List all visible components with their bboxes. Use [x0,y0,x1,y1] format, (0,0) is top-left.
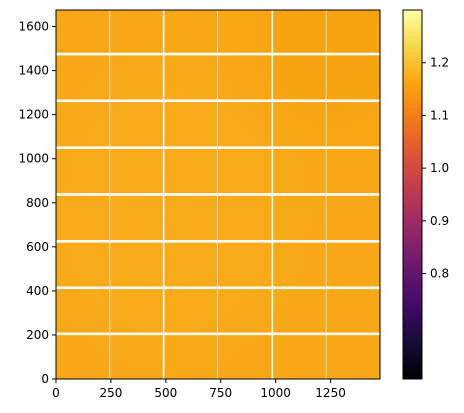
y-tick-label-8: 1600 [18,20,49,34]
colorbar: 0.8 0.9 1.0 1.1 1.2 [402,9,449,380]
x-tick-label-5: 1250 [315,386,346,400]
y-tick-label-3: 600 [26,240,49,254]
panel-gaps [56,10,380,379]
colorbar-tick-label-0: 0.8 [430,267,449,281]
colorbar-ticks: 0.8 0.9 1.0 1.1 1.2 [422,56,449,281]
y-axis: 0 200 400 600 800 1000 1200 1400 1600 [18,20,56,386]
y-tick-label-6: 1200 [18,108,49,122]
colorbar-frame [402,9,423,380]
y-tick-label-1: 200 [26,328,49,342]
x-tick-label-4: 1000 [260,386,291,400]
y-tick-label-0: 0 [41,372,49,386]
x-tick-label-2: 500 [154,386,177,400]
x-tick-label-3: 750 [209,386,232,400]
y-tick-label-4: 800 [26,196,49,210]
y-tick-label-2: 400 [26,284,49,298]
colorbar-gradient [403,10,422,379]
x-tick-label-0: 0 [52,386,60,400]
plot-frame [55,9,381,380]
colorbar-tick-label-3: 1.1 [430,108,449,122]
heatmap-image [55,9,381,380]
y-tick-label-7: 1400 [18,64,49,78]
x-tick-label-1: 250 [99,386,122,400]
y-tick-label-5: 1000 [18,152,49,166]
colorbar-tick-label-1: 0.9 [430,214,449,228]
colorbar-tick-label-4: 1.2 [430,56,449,70]
x-axis: 0 250 500 750 1000 1250 [52,379,346,400]
colorbar-tick-label-2: 1.0 [430,161,449,175]
